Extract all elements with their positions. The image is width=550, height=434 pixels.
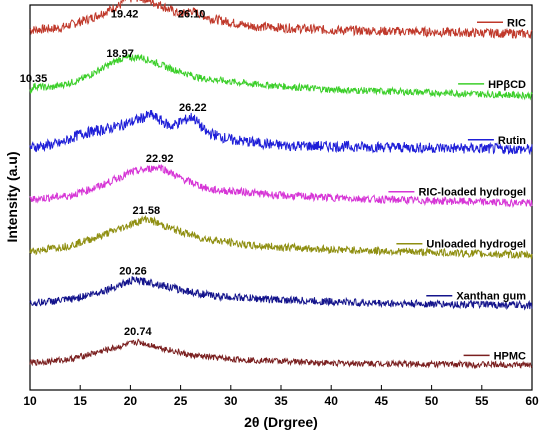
legend-label-hp-cd: HPβCD: [488, 79, 526, 91]
legend-layer: RIC HPβCD Rutin RIC-loaded hydrogel Unloaded…: [388, 17, 526, 362]
y-axis-title: Intensity (a.u): [4, 151, 20, 242]
x-axis: 10 15 20 25 30 35 40 45 50 55 60: [23, 385, 539, 408]
traces-layer: [29, 0, 533, 370]
x-tick-label-40: 40: [325, 394, 339, 408]
peak-label-unloaded-hydrogel-0: 21.58: [133, 205, 161, 217]
legend-label-ric: RIC: [507, 17, 526, 29]
x-tick-label-10: 10: [23, 394, 37, 408]
peak-label-ric-0: 19.42: [111, 8, 139, 20]
peak-label-hp-cd-0: 10.35: [20, 73, 48, 85]
legend-label-ric-loaded-hydrogel: RIC-loaded hydrogel: [418, 187, 526, 199]
peak-label-hp-cd-1: 18.97: [106, 48, 134, 60]
peak-label-ric-1: 26.10: [178, 8, 206, 20]
peak-label-xanthan-gum-0: 20.26: [119, 266, 147, 278]
x-tick-label-50: 50: [425, 394, 439, 408]
peak-label-hpmc-0: 20.74: [124, 326, 152, 338]
peak-labels-layer: 19.42 26.10 10.35 18.97 26.22 22.92 21.58 20.26…: [20, 8, 207, 338]
x-axis-title: 2θ (Drgree): [244, 414, 318, 430]
trace-hp-cd: [29, 53, 533, 101]
x-tick-label-55: 55: [475, 394, 489, 408]
x-tick-label-15: 15: [74, 394, 88, 408]
peak-label-ric-loaded-hydrogel-0: 22.92: [146, 153, 174, 165]
x-tick-label-60: 60: [525, 394, 539, 408]
x-tick-label-30: 30: [224, 394, 238, 408]
x-tick-label-20: 20: [124, 394, 138, 408]
x-tick-label-45: 45: [375, 394, 389, 408]
trace-ric: [29, 0, 533, 40]
trace-xanthan-gum: [29, 276, 533, 311]
x-tick-label-35: 35: [274, 394, 288, 408]
trace-rutin: [29, 110, 533, 156]
trace-hpmc: [29, 338, 533, 370]
x-tick-label-25: 25: [174, 394, 188, 408]
legend-label-rutin: Rutin: [498, 135, 526, 147]
trace-ric-loaded-hydrogel: [29, 163, 533, 208]
legend-label-unloaded-hydrogel: Unloaded hydrogel: [426, 239, 526, 251]
legend-label-hpmc: HPMC: [494, 350, 526, 362]
legend-label-xanthan-gum: Xanthan gum: [456, 291, 526, 303]
peak-label-rutin-0: 26.22: [179, 102, 207, 114]
trace-unloaded-hydrogel: [29, 215, 533, 259]
